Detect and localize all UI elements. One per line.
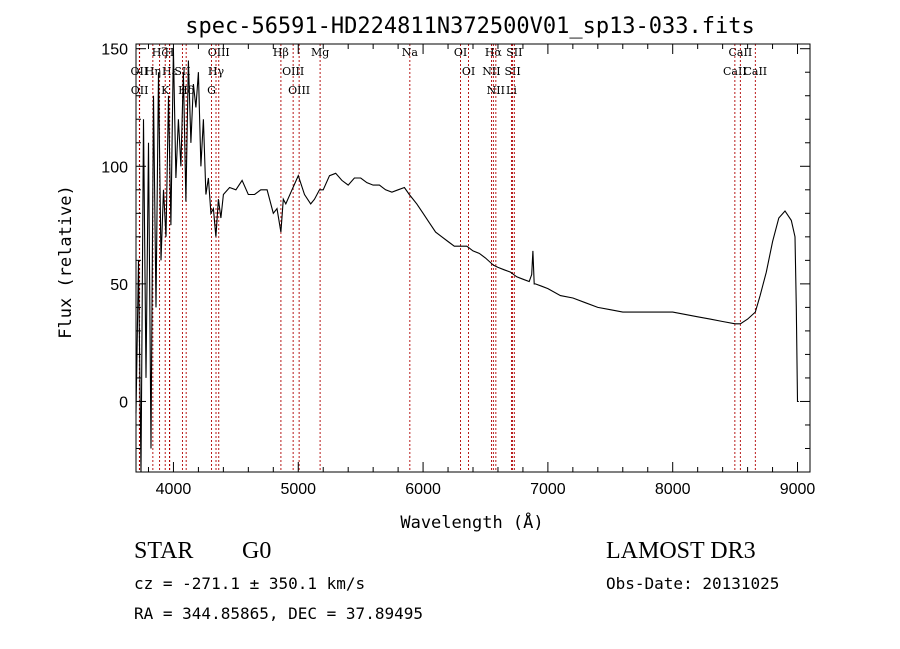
marker-label-18: OI bbox=[462, 65, 475, 78]
marker-label-1: OII bbox=[131, 65, 149, 78]
redshift-line: cz = -271.1 ± 350.1 km/s bbox=[134, 574, 366, 593]
obs-date: Obs-Date: 20131025 bbox=[606, 574, 780, 593]
object-class: STAR bbox=[134, 538, 194, 564]
x-tick-label-5: 9000 bbox=[780, 481, 816, 498]
object-subclass: G0 bbox=[242, 538, 272, 564]
marker-label-22: SII bbox=[504, 65, 520, 78]
marker-label-11: G bbox=[207, 84, 216, 97]
x-tick-label-2: 6000 bbox=[405, 481, 441, 498]
marker-label-5: K bbox=[161, 84, 170, 97]
y-tick-label-3: 150 bbox=[101, 42, 128, 59]
marker-label-6: H bbox=[165, 46, 175, 59]
marker-label-19: Hα bbox=[485, 46, 503, 59]
x-tick-label-0: 4000 bbox=[156, 481, 192, 498]
marker-label-4: Hη bbox=[145, 65, 161, 78]
marker-label-20: NII bbox=[482, 65, 500, 78]
survey-name: LAMOST DR3 bbox=[606, 538, 756, 564]
x-axis-label: Wavelength (Å) bbox=[400, 511, 543, 533]
x-tick-label-4: 8000 bbox=[655, 481, 691, 498]
marker-label-17: OI bbox=[454, 46, 467, 59]
series-line-flux bbox=[135, 48, 799, 473]
y-axis-label: Flux (relative) bbox=[56, 185, 76, 339]
marker-label-26: CaII bbox=[723, 65, 747, 78]
marker-label-15: Mg bbox=[311, 46, 329, 59]
marker-label-24: SII bbox=[506, 46, 522, 59]
y-tick-label-0: 0 bbox=[119, 394, 128, 411]
marker-label-8: Hδ bbox=[178, 84, 195, 97]
x-tick-label-1: 5000 bbox=[280, 481, 316, 498]
spectrum-chart: spec-56591-HD224811N372500V01_sp13-033.f… bbox=[56, 14, 815, 533]
marker-label-0: Hζ bbox=[152, 46, 168, 59]
y-tick-label-1: 50 bbox=[110, 277, 128, 294]
marker-label-13: OIII bbox=[282, 65, 304, 78]
marker-label-2: OII bbox=[131, 84, 149, 97]
marker-label-12: Hβ bbox=[273, 46, 289, 59]
x-tick-label-3: 7000 bbox=[530, 481, 566, 498]
marker-label-25: CaII bbox=[729, 46, 753, 59]
marker-label-14: OIII bbox=[288, 84, 310, 97]
marker-label-10: Hγ bbox=[208, 65, 225, 78]
coordinates: RA = 344.85865, DEC = 37.89495 bbox=[134, 604, 423, 623]
series-layer bbox=[135, 48, 799, 473]
axes: 4000 5000 6000 7000 8000 9000 0 50 100 150 bbox=[101, 42, 815, 498]
y-tick-label-2: 100 bbox=[101, 159, 128, 176]
marker-label-21: NII bbox=[487, 84, 505, 97]
marker-label-27: CaII bbox=[743, 65, 767, 78]
marker-label-16: Na bbox=[402, 46, 419, 59]
marker-label-23: Li bbox=[506, 84, 517, 97]
marker-label-9: OIII bbox=[208, 46, 230, 59]
plot-frame bbox=[135, 43, 811, 473]
chart-title: spec-56591-HD224811N372500V01_sp13-033.f… bbox=[185, 14, 755, 39]
